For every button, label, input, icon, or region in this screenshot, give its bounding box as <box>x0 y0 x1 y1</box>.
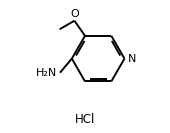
Text: O: O <box>70 9 79 19</box>
Text: N: N <box>127 54 136 64</box>
Text: HCl: HCl <box>75 113 95 126</box>
Text: H₂N: H₂N <box>36 68 57 78</box>
